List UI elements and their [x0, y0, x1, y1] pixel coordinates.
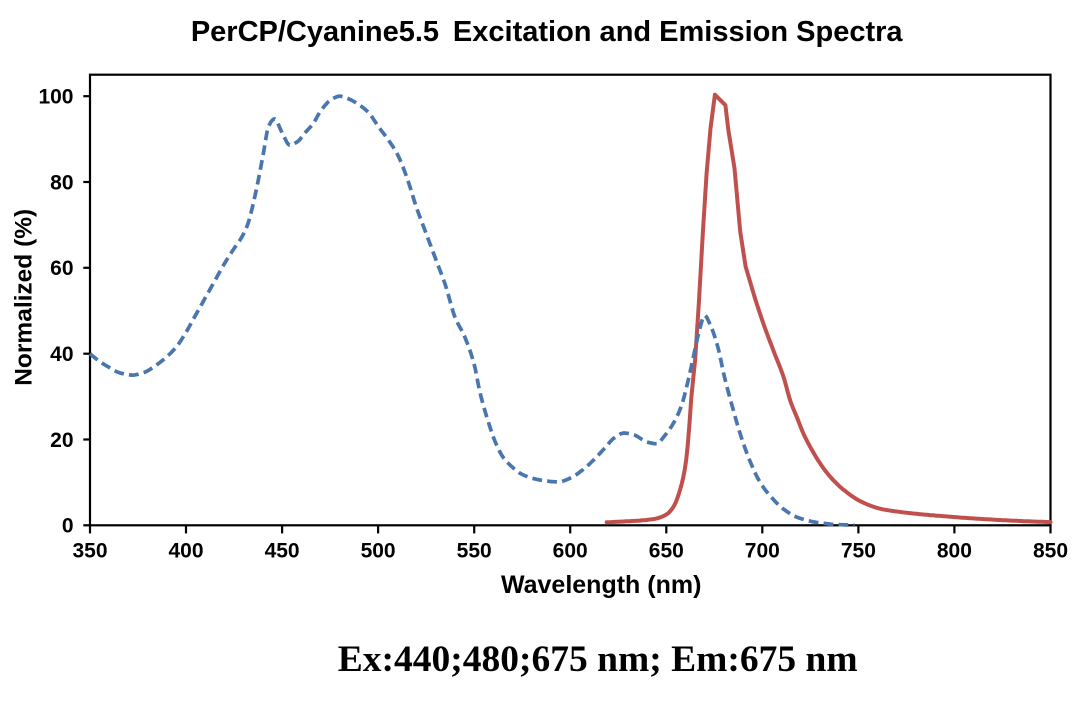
svg-text:850: 850 — [1033, 540, 1068, 563]
svg-text:20: 20 — [50, 429, 73, 452]
svg-text:0: 0 — [62, 515, 74, 538]
svg-text:500: 500 — [361, 540, 396, 563]
svg-text:60: 60 — [50, 257, 73, 280]
svg-text:650: 650 — [649, 540, 684, 563]
svg-text:PerCP/Cyanine5.5 Excitation a: PerCP/Cyanine5.5 Excitation and Emission… — [191, 16, 904, 48]
svg-text:Wavelength (nm): Wavelength (nm) — [501, 571, 701, 599]
svg-text:100: 100 — [38, 86, 73, 109]
svg-text:700: 700 — [745, 540, 780, 563]
svg-text:Ex:440;480;675 nm; Em:675 nm: Ex:440;480;675 nm; Em:675 nm — [338, 639, 858, 680]
svg-text:Normalized (%): Normalized (%) — [11, 209, 38, 386]
svg-text:350: 350 — [72, 540, 107, 563]
svg-text:80: 80 — [50, 171, 73, 194]
svg-text:550: 550 — [457, 540, 492, 563]
svg-text:40: 40 — [50, 343, 73, 366]
svg-text:400: 400 — [168, 540, 203, 563]
svg-text:600: 600 — [553, 540, 588, 563]
svg-text:750: 750 — [841, 540, 876, 563]
svg-text:450: 450 — [265, 540, 300, 563]
svg-text:800: 800 — [937, 540, 972, 563]
